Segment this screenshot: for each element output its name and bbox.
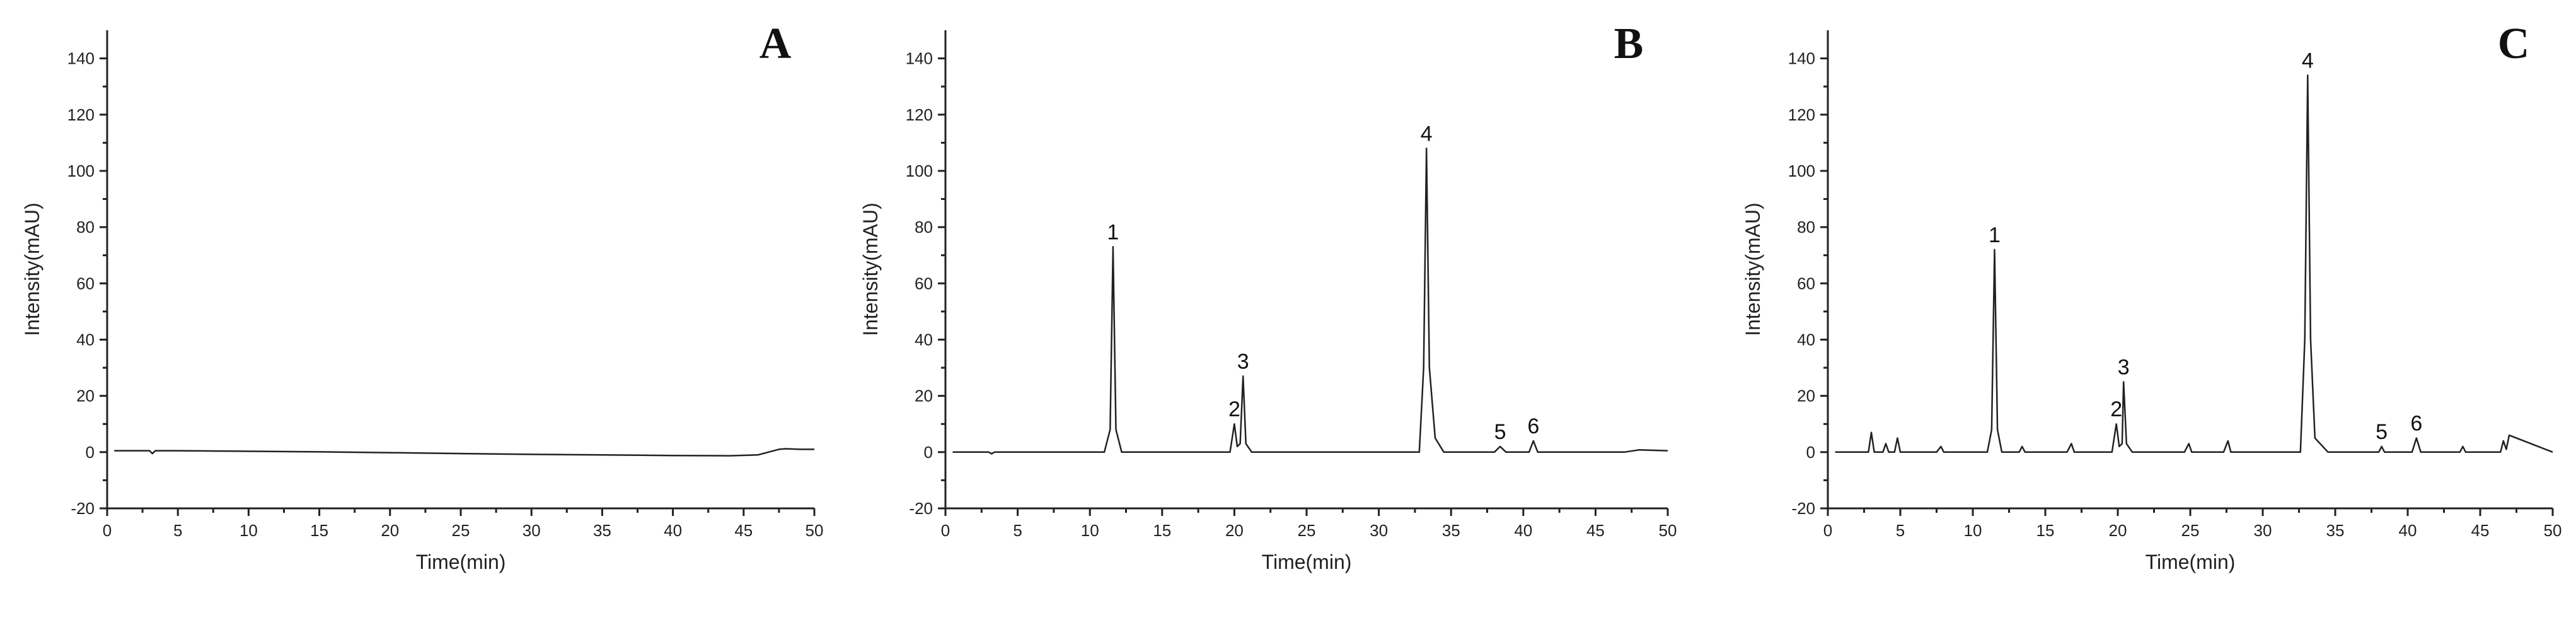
peak-label-1: 1 [1989, 223, 2001, 247]
peak-label-5: 5 [1494, 420, 1506, 444]
y-tick-label: 120 [906, 105, 933, 124]
x-tick-label: 40 [1514, 521, 1532, 540]
chromatogram-trace [952, 148, 1668, 455]
x-tick-label: 45 [2471, 521, 2490, 540]
y-tick-label: 20 [915, 387, 933, 406]
y-axis-title: Intensity(mAU) [859, 202, 882, 336]
x-tick-label: 10 [1081, 521, 1099, 540]
y-axis-title: Intensity(mAU) [21, 202, 43, 336]
chart-panel-c: 0 5 10 15 20 25 30 35 40 45 50-2002040608010012014… [1741, 20, 2562, 573]
x-tick-label: 5 [1013, 521, 1022, 540]
x-tick-label: 45 [1586, 521, 1605, 540]
x-tick-label: 15 [310, 521, 328, 540]
peak-label-3: 3 [2118, 355, 2130, 379]
y-tick-label: 80 [915, 218, 933, 237]
peak-label-6: 6 [1527, 414, 1539, 438]
x-axis-title: Time(min) [416, 551, 506, 573]
y-tick-label: 80 [1797, 218, 1815, 237]
x-tick-label: 20 [1225, 521, 1244, 540]
x-tick-label: 25 [1298, 521, 1316, 540]
y-tick-label: -20 [71, 499, 95, 518]
peak-label-2: 2 [2110, 397, 2122, 421]
x-tick-label: 10 [240, 521, 258, 540]
y-tick-label: -20 [1791, 499, 1815, 518]
x-tick-label: 35 [1442, 521, 1460, 540]
y-tick-label: 140 [67, 49, 95, 68]
y-tick-label: -20 [909, 499, 933, 518]
x-tick-label: 30 [2254, 521, 2272, 540]
x-axis-title: Time(min) [1262, 551, 1352, 573]
peak-label-5: 5 [2376, 420, 2388, 444]
y-tick-label: 120 [67, 105, 95, 124]
y-tick-label: 120 [1788, 105, 1815, 124]
y-tick-label: 60 [915, 274, 933, 293]
chart-panel-a: 0 5 10 15 20 25 30 35 40 45 50 -20 0 20 40 60 80 100 120 14… [21, 20, 823, 573]
x-tick-label: 40 [664, 521, 682, 540]
y-tick-label: 100 [1788, 161, 1815, 180]
y-tick-label: 80 [76, 218, 95, 237]
y-tick-label: 20 [1797, 387, 1815, 406]
x-tick-label: 25 [2181, 521, 2200, 540]
chart-panel-b: 0 5 10 15 20 25 30 35 40 45 50-2002040608010012014… [859, 20, 1677, 573]
peak-label-6: 6 [2410, 412, 2422, 436]
y-tick-label: 20 [76, 387, 95, 406]
x-tick-label: 50 [806, 521, 824, 540]
x-tick-label: 35 [593, 521, 611, 540]
y-tick-label: 0 [86, 443, 95, 462]
x-tick-label: 15 [1153, 521, 1171, 540]
x-tick-label: 50 [1659, 521, 1677, 540]
y-tick-label: 60 [76, 274, 95, 293]
x-tick-label: 50 [2544, 521, 2562, 540]
y-tick-label: 60 [1797, 274, 1815, 293]
chromatogram-trace [114, 448, 814, 457]
x-tick-label: 0 [103, 521, 112, 540]
x-tick-label: 45 [734, 521, 753, 540]
y-axis-title: Intensity(mAU) [1741, 202, 1764, 336]
x-tick-label: 15 [2036, 521, 2055, 540]
x-tick-label: 35 [2326, 521, 2345, 540]
peak-label-1: 1 [1107, 220, 1119, 244]
chromatogram-trace [1835, 74, 2553, 453]
y-tick-label: 40 [1797, 330, 1815, 349]
peak-label-3: 3 [1237, 349, 1249, 373]
y-tick-label: 40 [76, 330, 95, 349]
x-axis-title: Time(min) [2146, 551, 2236, 573]
x-tick-label: 30 [1370, 521, 1388, 540]
panel-letter: C [2498, 20, 2530, 68]
panel-letter: B [1614, 20, 1644, 68]
x-tick-label: 20 [2109, 521, 2127, 540]
y-tick-label: 0 [1806, 443, 1815, 462]
y-tick-label: 40 [915, 330, 933, 349]
y-tick-label: 140 [1788, 49, 1815, 68]
y-tick-label: 100 [67, 161, 95, 180]
x-tick-label: 0 [1823, 521, 1832, 540]
x-tick-label: 40 [2399, 521, 2417, 540]
y-tick-label: 140 [906, 49, 933, 68]
peak-label-2: 2 [1228, 397, 1240, 421]
x-tick-label: 20 [381, 521, 399, 540]
x-tick-label: 30 [523, 521, 541, 540]
x-tick-label: 25 [452, 521, 470, 540]
y-tick-label: 0 [924, 443, 933, 462]
peak-label-4: 4 [1421, 122, 1433, 146]
x-tick-label: 10 [1964, 521, 1982, 540]
x-tick-label: 5 [1896, 521, 1905, 540]
panel-letter: A [760, 20, 792, 68]
x-tick-label: 5 [173, 521, 182, 540]
peak-label-4: 4 [2302, 49, 2314, 73]
x-tick-label: 0 [941, 521, 950, 540]
y-tick-label: 100 [906, 161, 933, 180]
